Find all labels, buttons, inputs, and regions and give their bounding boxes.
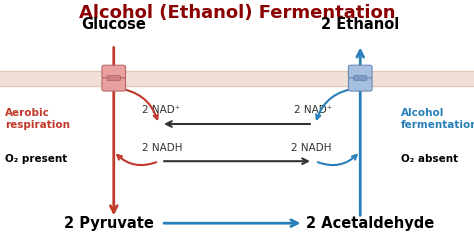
FancyBboxPatch shape <box>102 78 126 91</box>
FancyBboxPatch shape <box>354 76 367 81</box>
FancyBboxPatch shape <box>102 65 126 78</box>
Text: Aerobic
respiration: Aerobic respiration <box>5 108 70 130</box>
Text: 2 NADH: 2 NADH <box>142 143 182 153</box>
Text: 2 Pyruvate: 2 Pyruvate <box>64 216 154 231</box>
Text: Alcohol
fermentation: Alcohol fermentation <box>401 108 474 130</box>
Text: O₂ present: O₂ present <box>5 154 67 164</box>
FancyBboxPatch shape <box>107 76 120 81</box>
Text: 2 Acetaldehyde: 2 Acetaldehyde <box>306 216 434 231</box>
Text: Alcohol (Ethanol) Fermentation: Alcohol (Ethanol) Fermentation <box>79 4 395 22</box>
Bar <box>0 71 474 86</box>
FancyBboxPatch shape <box>348 65 372 78</box>
FancyBboxPatch shape <box>348 78 372 91</box>
Text: 2 NAD⁺: 2 NAD⁺ <box>293 105 332 115</box>
Text: 2 NADH: 2 NADH <box>292 143 332 153</box>
Text: 2 Ethanol: 2 Ethanol <box>321 17 400 32</box>
Text: O₂ absent: O₂ absent <box>401 154 458 164</box>
Text: 2 NAD⁺: 2 NAD⁺ <box>142 105 181 115</box>
Text: Glucose: Glucose <box>82 17 146 32</box>
